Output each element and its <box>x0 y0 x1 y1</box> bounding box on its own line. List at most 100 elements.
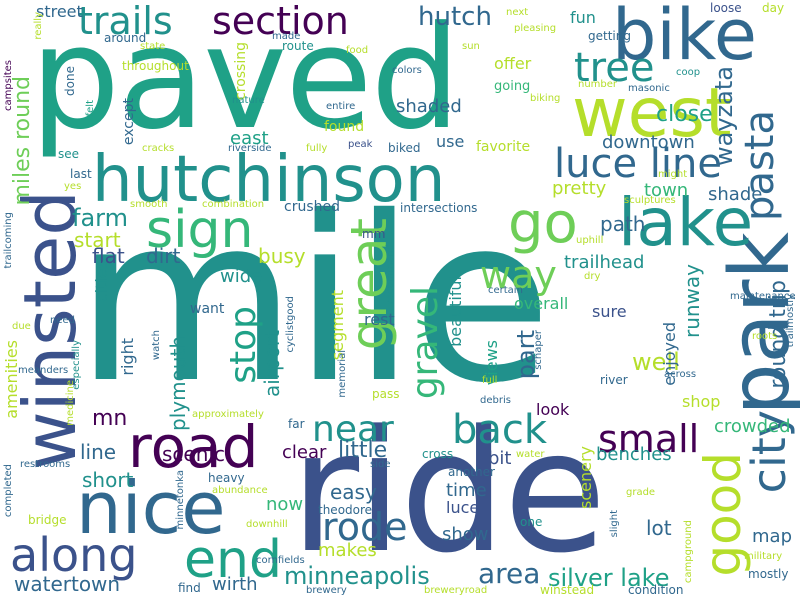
word-downhill: downhill <box>246 519 288 530</box>
word-small: small <box>598 417 700 461</box>
word-slight: slight <box>609 510 620 538</box>
word-gravel: gravel <box>405 286 446 400</box>
word-getting: getting <box>588 29 631 43</box>
word-nice: nice <box>76 466 226 550</box>
word-next: next <box>506 7 529 18</box>
word-look: look <box>536 400 570 419</box>
word-going: going <box>494 79 531 94</box>
word-combination: combination <box>202 199 265 210</box>
word-east: east <box>230 128 269 149</box>
word-biked: biked <box>388 141 421 155</box>
word-recommend: recommend <box>385 244 396 304</box>
word-cracks: cracks <box>142 143 175 154</box>
word-fully: fully <box>306 143 328 154</box>
word-luce: luce <box>446 498 480 517</box>
word-now: now <box>266 494 304 515</box>
word-makes: makes <box>318 540 377 561</box>
word-west: west <box>572 74 732 153</box>
word-cyclistgood: cyclistgood <box>285 296 296 353</box>
word-yes: yes <box>64 181 82 192</box>
word-map: map <box>752 526 792 547</box>
word-cities: cities <box>92 260 111 303</box>
word-find: find <box>178 581 201 595</box>
word-sun: sun <box>462 41 480 52</box>
word-luce-line: luce line <box>554 141 722 187</box>
word-due: due <box>12 321 31 332</box>
word-street: street <box>36 2 83 21</box>
word-shop: shop <box>682 392 721 411</box>
word-area: area <box>478 557 541 590</box>
word-stop: stop <box>223 306 264 384</box>
word-easy: easy <box>330 480 377 504</box>
word-wide: wide <box>220 266 263 287</box>
word-short: short <box>82 468 134 492</box>
word-hutchinson: hutchinson <box>92 143 446 217</box>
word-trailcoming: trailcoming <box>3 212 14 269</box>
word-sure: sure <box>592 302 627 321</box>
word-medicine: medicine <box>65 380 76 426</box>
word-cornfields: cornfields <box>256 555 305 566</box>
word-last: last <box>70 167 92 181</box>
word-made: made <box>272 31 301 42</box>
word-another: another <box>448 465 495 479</box>
word-town: town <box>644 180 689 201</box>
word-meanders: meanders <box>18 365 69 376</box>
word-uphill: uphill <box>576 235 604 246</box>
word-campsites: campsites <box>3 60 14 111</box>
word-section: section <box>212 0 349 43</box>
word-heavy: heavy <box>208 471 245 485</box>
word-dry: dry <box>584 271 601 282</box>
word-rode: rode <box>322 505 408 549</box>
word-busy: busy <box>258 244 306 268</box>
word-wayzata: wayzata <box>710 66 738 166</box>
word-except: except <box>121 98 137 146</box>
word-one: one <box>520 515 543 529</box>
word-rest: rest <box>364 310 395 329</box>
word-lot: lot <box>646 516 672 540</box>
word-brewery: brewery <box>306 585 347 596</box>
word-beautiful: beautiful <box>446 276 465 347</box>
word-crushed: crushed <box>284 199 340 215</box>
word-silver-lake: silver lake <box>548 564 670 592</box>
word-good: good <box>694 452 752 577</box>
word-far: far <box>288 417 305 431</box>
word-wirth: wirth <box>212 574 258 595</box>
word-crowded: crowded <box>714 416 791 437</box>
word-throughout: throughout <box>122 59 189 73</box>
word-way: way <box>480 253 557 297</box>
word-river: river <box>600 373 628 387</box>
word-certain: certain <box>488 285 523 296</box>
word-water: water <box>516 449 545 460</box>
word-entire: entire <box>326 101 356 112</box>
word-shaded: shaded <box>396 96 462 117</box>
word-close: close <box>656 102 713 127</box>
word-bridge: bridge <box>28 513 67 527</box>
word-overall: overall <box>514 294 569 313</box>
word-pleasing: pleasing <box>514 23 557 34</box>
word-time: time <box>446 480 487 501</box>
word-condition: condition <box>628 583 684 597</box>
word-military: military <box>744 551 783 562</box>
word-found: found <box>324 119 365 135</box>
word-food: food <box>346 45 369 56</box>
word-dirt: dirt <box>146 244 181 268</box>
word-loose: loose <box>710 1 742 15</box>
word-amenities: amenities <box>2 340 21 419</box>
word-offer: offer <box>494 54 532 73</box>
word-fun: fun <box>570 8 596 27</box>
word-across: across <box>664 369 697 380</box>
word-cross: cross <box>422 447 454 461</box>
word-coop: coop <box>676 67 701 78</box>
word-near: near <box>312 409 394 450</box>
word-want: want <box>190 301 225 317</box>
word-minnetonka: minnetonka <box>175 470 186 530</box>
word-riverside: riverside <box>228 143 272 154</box>
word-plymouth: plymouth <box>166 336 190 431</box>
word-completed: completed <box>3 464 14 518</box>
word-shade: shade <box>708 184 763 205</box>
word-mostly: mostly <box>748 567 789 581</box>
word-flat: flat <box>92 244 125 268</box>
word-really: really <box>33 12 44 40</box>
word-side: side <box>370 459 391 470</box>
